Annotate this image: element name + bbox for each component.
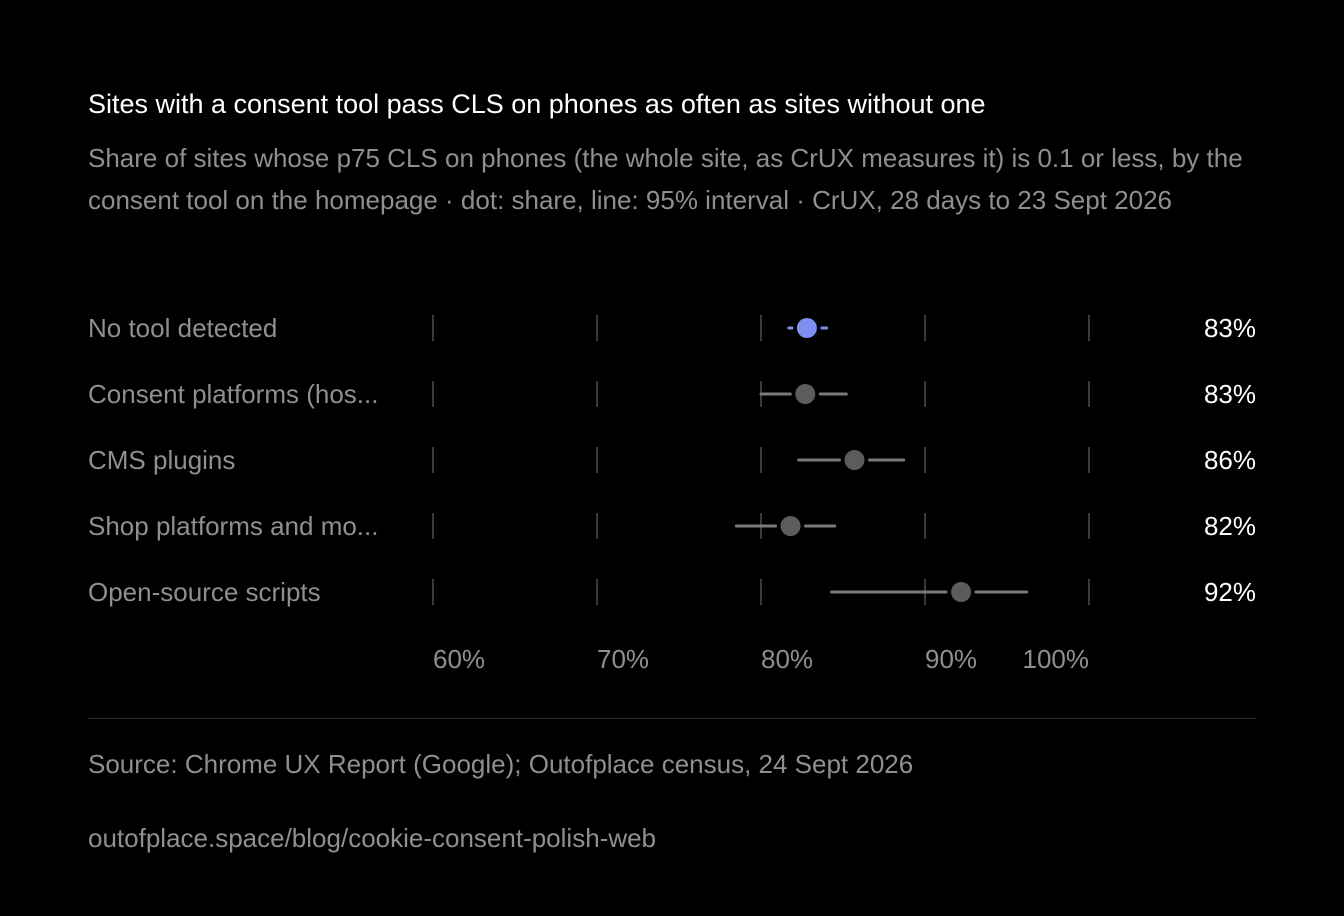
data-point <box>780 516 801 536</box>
chart-title: Sites with a consent tool pass CLS on ph… <box>88 89 986 119</box>
value-label: 82% <box>1204 511 1256 541</box>
data-point <box>844 450 865 470</box>
value-label: 83% <box>1204 313 1256 343</box>
x-tick-label: 70% <box>597 644 649 674</box>
data-point <box>951 582 972 602</box>
category-label: Consent platforms (hos... <box>88 379 378 409</box>
value-label: 92% <box>1204 577 1256 607</box>
x-tick-label: 80% <box>761 644 813 674</box>
data-point <box>795 384 816 404</box>
category-label: CMS plugins <box>88 445 235 475</box>
value-label: 86% <box>1204 445 1256 475</box>
chart-subtitle: Share of sites whose p75 CLS on phones (… <box>88 143 1243 215</box>
source-url[interactable]: outofplace.space/blog/cookie-consent-pol… <box>88 823 657 853</box>
x-tick-label: 60% <box>433 644 485 674</box>
x-tick-label: 100% <box>1023 644 1090 674</box>
source-note: Source: Chrome UX Report (Google); Outof… <box>88 749 914 779</box>
category-label: Shop platforms and mo... <box>88 511 378 541</box>
data-point <box>796 318 817 338</box>
footer-divider <box>88 718 1256 719</box>
value-label: 83% <box>1204 379 1256 409</box>
category-label: Open-source scripts <box>88 577 321 607</box>
category-label: No tool detected <box>88 313 277 343</box>
x-tick-label: 90% <box>925 644 977 674</box>
